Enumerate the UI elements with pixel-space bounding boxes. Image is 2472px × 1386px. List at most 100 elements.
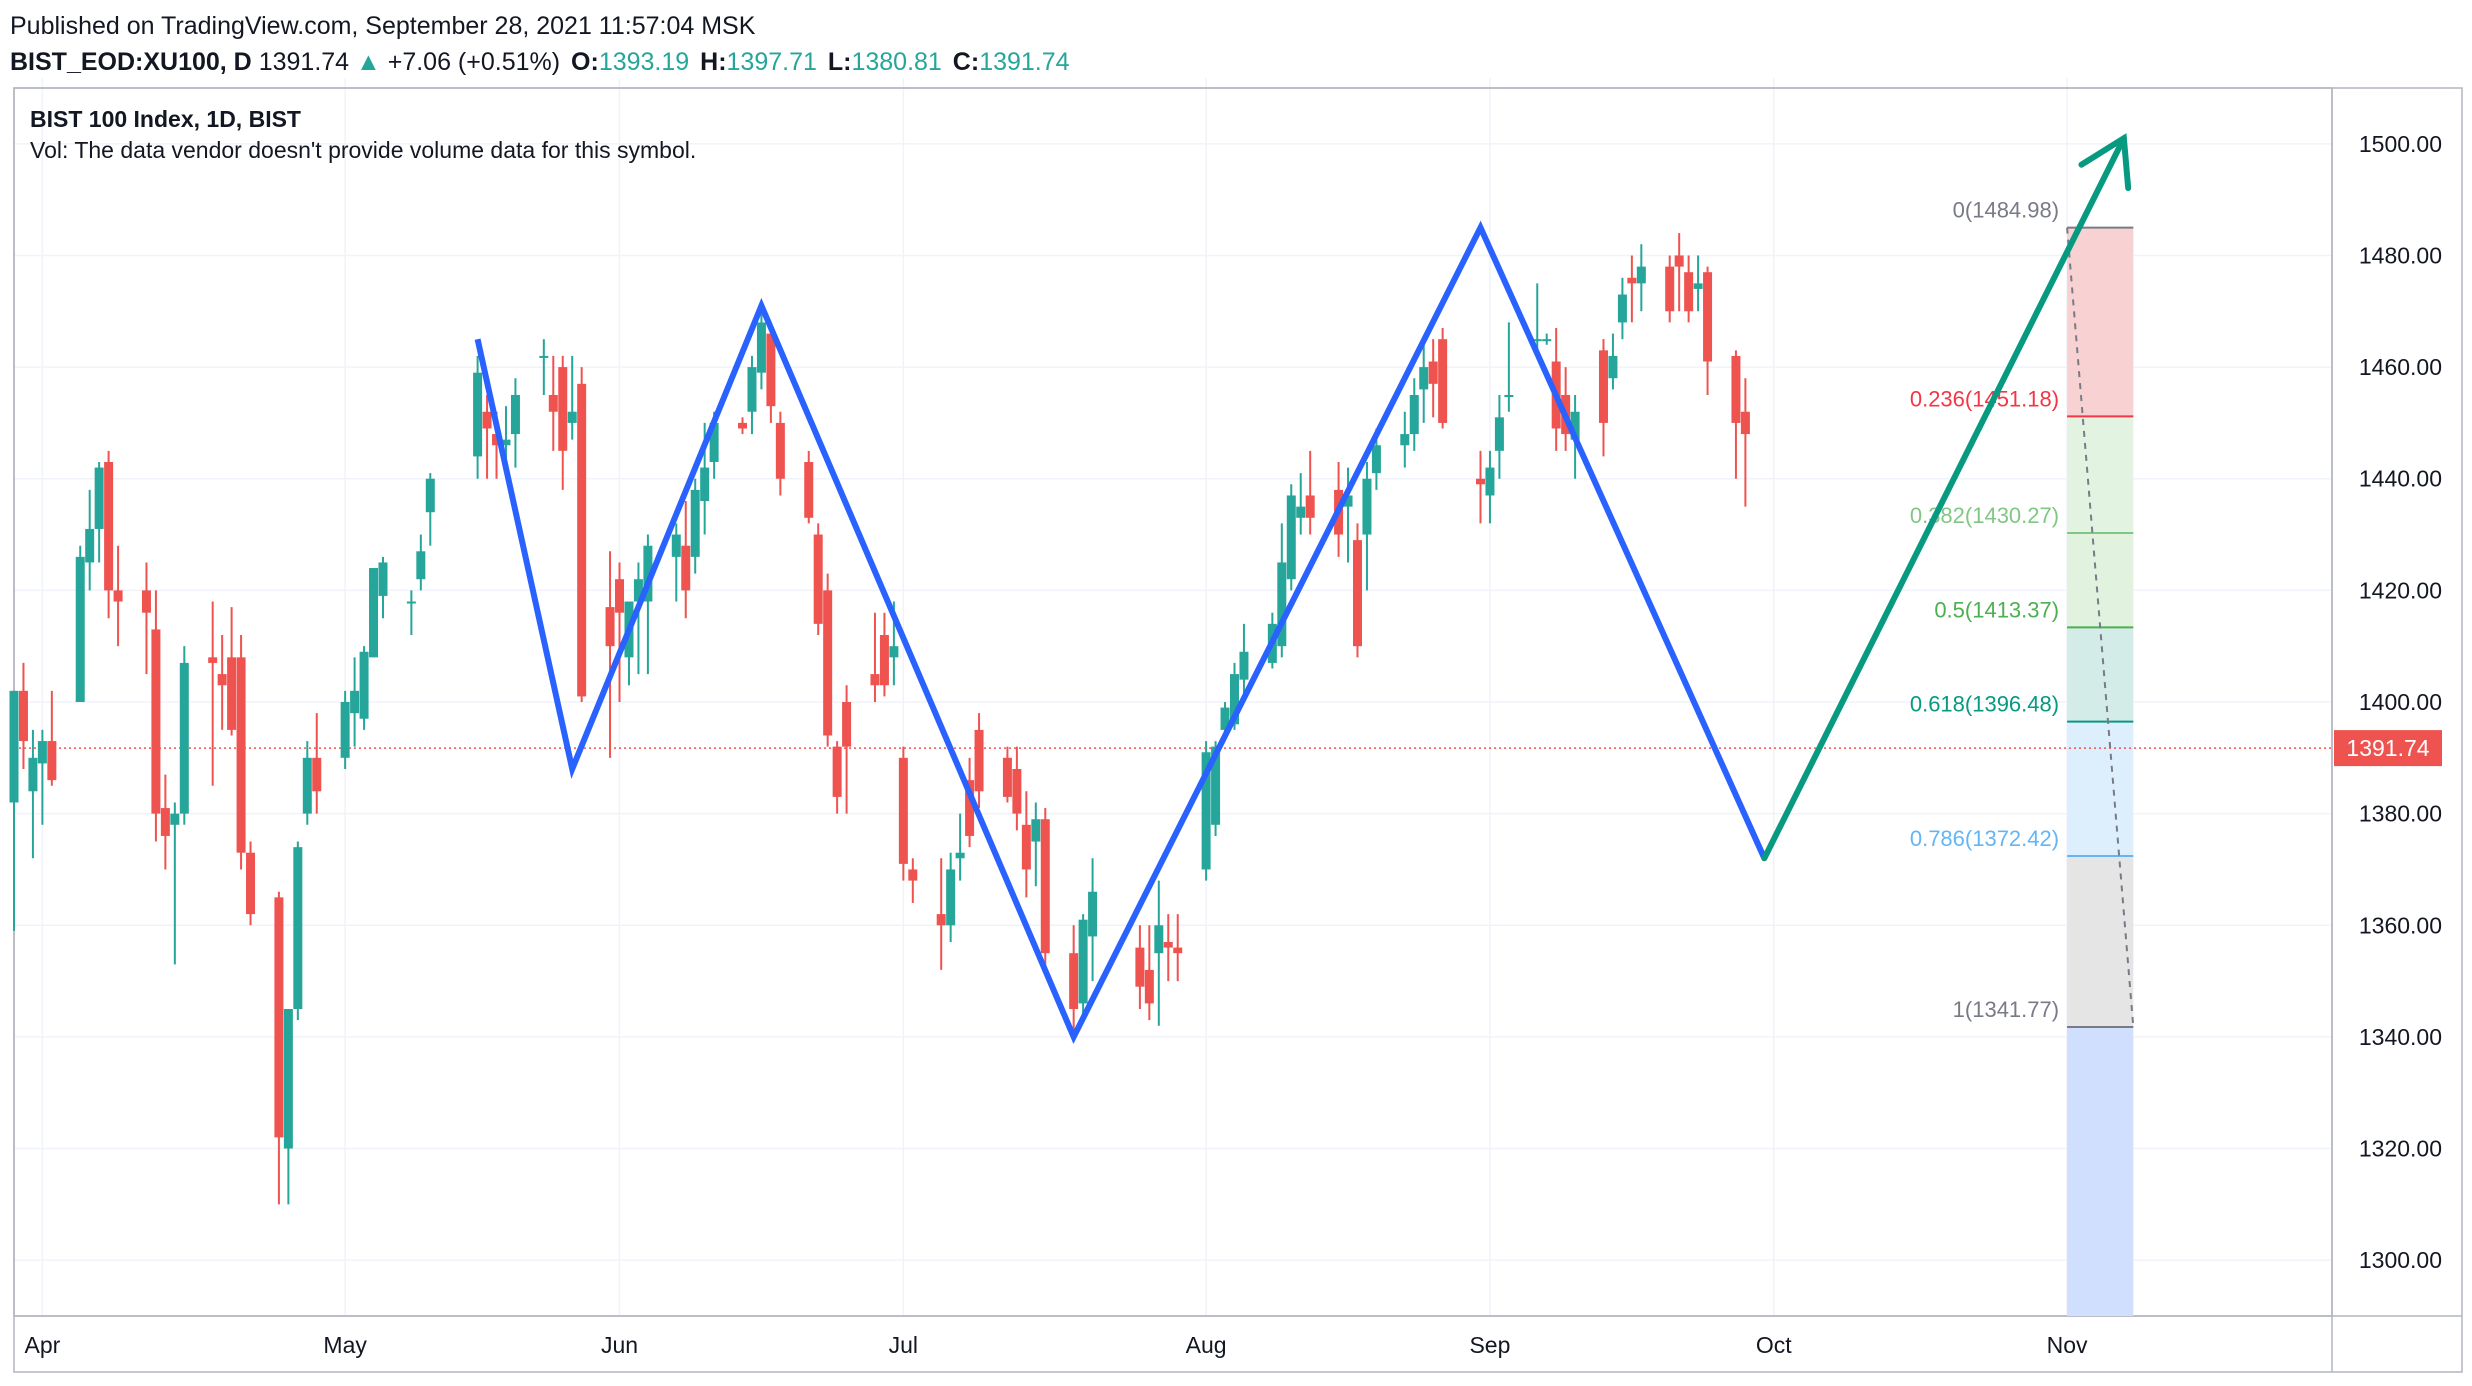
price-axis: 1300.00 1320.00 1340.00 1360.00 1380.00 1400.… xyxy=(2359,131,2442,1273)
price-tick-label: 1380.00 xyxy=(2359,801,2442,827)
candle-body xyxy=(1636,266,1646,284)
candle-body xyxy=(1239,651,1249,680)
candle-body xyxy=(756,322,766,373)
candle-body xyxy=(1277,562,1287,647)
close-label: C: xyxy=(952,48,980,76)
candles xyxy=(9,233,1750,1205)
candle-body xyxy=(1731,355,1741,423)
candle-body xyxy=(1627,277,1637,284)
candle-body xyxy=(350,690,360,714)
time-tick-label: May xyxy=(323,1332,367,1358)
symbol-label: BIST_EOD:XU100, D xyxy=(10,48,252,76)
candle-body xyxy=(709,422,719,462)
candle-body xyxy=(170,813,180,825)
candle-body xyxy=(936,914,946,926)
candle-body xyxy=(1438,339,1448,423)
candle-body xyxy=(955,852,965,859)
candle-body xyxy=(615,579,625,613)
candle-body xyxy=(1409,395,1419,435)
fib-band xyxy=(2067,855,2134,1028)
volume-note: Vol: The data vendor doesn't provide vol… xyxy=(30,137,697,163)
candle-body xyxy=(671,534,681,557)
high-label: H: xyxy=(700,48,727,76)
price-tick-label: 1340.00 xyxy=(2359,1024,2442,1050)
time-axis: Apr May Jun Jul Aug Sep Oct Nov xyxy=(24,1332,2088,1358)
candle-body xyxy=(700,467,710,502)
price-tick-label: 1480.00 xyxy=(2359,242,2442,268)
candle-body xyxy=(406,601,416,604)
time-tick-label: Oct xyxy=(1756,1332,1792,1358)
candle-body xyxy=(1693,283,1703,289)
candle-body xyxy=(141,590,151,613)
candle-body xyxy=(1201,752,1211,870)
candle-body xyxy=(47,741,57,781)
candle-body xyxy=(160,808,170,836)
series-legend: BIST 100 Index, 1D, BIST Vol: The data v… xyxy=(30,104,696,166)
candle-body xyxy=(1286,495,1296,580)
candle-body xyxy=(378,562,388,596)
candle-body xyxy=(1135,947,1145,987)
candle-body xyxy=(766,333,776,407)
candle-body xyxy=(1173,947,1183,954)
candle-body xyxy=(473,372,483,457)
fib-level-label: 0.618(1396.48) xyxy=(1910,692,2059,717)
candle-body xyxy=(775,422,785,479)
candle-body xyxy=(633,579,643,602)
candle-body xyxy=(75,556,85,702)
candle-body xyxy=(1371,445,1381,474)
candle-body xyxy=(293,847,303,1009)
candle-body xyxy=(870,674,880,686)
published-line: Published on TradingView.com, September … xyxy=(10,12,756,40)
candle-body xyxy=(227,657,237,730)
candle-body xyxy=(804,461,814,518)
price-tick-label: 1500.00 xyxy=(2359,131,2442,157)
candle-body xyxy=(425,478,435,513)
zigzag-line xyxy=(474,220,1768,1045)
candle-body xyxy=(359,651,369,719)
candle-body xyxy=(1144,969,1154,1004)
candle-body xyxy=(832,746,842,797)
candle-body xyxy=(1542,339,1552,342)
candle-body xyxy=(1012,768,1022,814)
candle-body xyxy=(643,545,653,602)
up-arrow-icon: ▲ xyxy=(356,48,381,76)
fib-retracement: 0(1484.98)0.236(1451.18)0.382(1430.27)0.… xyxy=(1910,198,2135,1316)
candle-body xyxy=(1740,411,1750,435)
candle-body xyxy=(274,897,284,1138)
candle-body xyxy=(1570,411,1580,440)
candle-body xyxy=(236,657,246,853)
time-tick-label: Aug xyxy=(1186,1332,1227,1358)
low-label: L: xyxy=(827,48,852,76)
candle-body xyxy=(208,657,218,663)
candle-body xyxy=(738,422,748,429)
candle-body xyxy=(974,729,984,792)
open-value: 1393.19 xyxy=(598,48,690,76)
candle-body xyxy=(246,852,256,915)
candle-body xyxy=(548,395,558,412)
candle-body xyxy=(1703,272,1713,362)
candle-body xyxy=(690,489,700,557)
price-tick-label: 1320.00 xyxy=(2359,1136,2442,1162)
last-price-badge xyxy=(2334,730,2442,767)
candle-body xyxy=(889,646,899,658)
fib-band xyxy=(2067,416,2134,534)
high-value: 1397.71 xyxy=(726,48,817,76)
candle-body xyxy=(1078,919,1088,1004)
series-title: BIST 100 Index, 1D, BIST xyxy=(30,106,301,132)
candle-body xyxy=(1040,819,1050,954)
chart-header: Published on TradingView.com, September … xyxy=(10,8,1070,80)
candle-body xyxy=(879,635,889,686)
candle-body xyxy=(1485,467,1495,496)
candle-body xyxy=(369,568,379,658)
candle-body xyxy=(1211,746,1221,825)
candle-body xyxy=(9,690,19,803)
fib-band xyxy=(2067,721,2134,856)
candle-body xyxy=(1343,495,1353,507)
change-value: +7.06 (+0.51%) xyxy=(387,48,561,76)
candle-body xyxy=(28,757,38,792)
candle-body xyxy=(1296,506,1306,518)
time-tick-label: Jun xyxy=(601,1332,638,1358)
candle-body xyxy=(823,590,833,736)
open-label: O: xyxy=(571,48,599,76)
